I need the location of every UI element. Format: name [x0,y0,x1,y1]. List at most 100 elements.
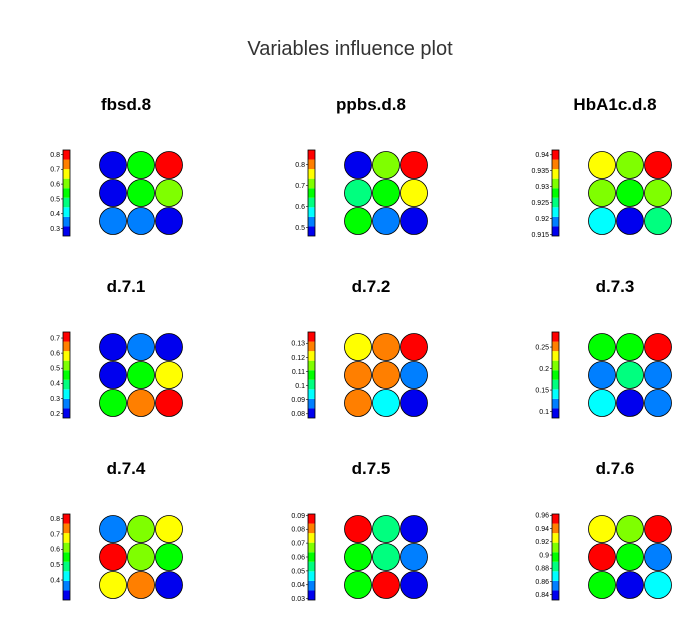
colorbar-segment [308,514,315,524]
colorbar-tick-label: 0.12 [291,355,305,362]
heat-cell [344,207,372,235]
colorbar-tick-label: 0.925 [531,200,549,207]
colorbar-tick-label: 0.86 [535,579,549,586]
colorbar-tick-label: 0.09 [291,397,305,404]
heat-cell [400,515,428,543]
colorbar-tick-label: 0.07 [291,541,305,548]
colorbar-segment [63,552,70,562]
heat-cell [644,571,672,599]
colorbar-tick-label: 0.06 [291,554,305,561]
colorbar-segment [552,561,559,572]
colorbar-segment [308,370,315,380]
colorbar-segment [308,408,315,418]
colorbar-tick-label: 0.2 [50,411,60,418]
heat-cell [616,389,644,417]
heat-cell [344,389,372,417]
colorbar-tick-label: 0.1 [295,383,305,390]
colorbar-segment [552,571,559,581]
colorbar-segment [552,332,559,342]
colorbar-frame [62,331,71,419]
colorbar-frame [551,149,560,237]
colorbar-segment [552,590,559,600]
panel-9: d.7.6 0.96 0.94 0.92 0.9 0.88 0.86 0.84 [535,459,672,601]
heat-cell [99,361,127,389]
colorbar-segment [552,150,559,160]
heat-cell [616,151,644,179]
colorbar-tick-label: 0.5 [50,366,60,373]
colorbar-tick-label: 0.11 [292,369,305,376]
colorbar-tick-label: 0.6 [50,547,60,554]
colorbar-tick-label: 0.7 [50,335,60,342]
colorbar-segment [308,332,315,342]
heat-cell [127,571,155,599]
panel-title: d.7.1 [107,277,146,296]
colorbar-tick-label: 0.09 [291,513,305,520]
colorbar-segment [552,216,559,227]
colorbar-segment [308,552,315,562]
colorbar-segment [63,188,70,198]
panel-title: d.7.2 [352,277,391,296]
colorbar-tick-label: 0.3 [50,396,60,403]
colorbar-segment [63,150,70,160]
heat-cell [155,333,183,361]
colorbar-segment [308,590,315,600]
heat-cell [400,389,428,417]
colorbar-segment [552,341,559,352]
panel-5: d.7.2 0.13 0.12 0.11 0.1 0.09 0.08 [291,277,428,419]
panel-title: d.7.6 [596,459,635,478]
colorbar-segment [63,408,70,418]
colorbar-segment [552,523,559,534]
heat-cell [616,543,644,571]
heat-cell [400,361,428,389]
colorbar-tick-label: 0.88 [535,566,549,573]
heat-cell [127,389,155,417]
panel-2: ppbs.d.8 0.8 0.7 0.6 0.5 [295,95,428,237]
colorbar-segment [63,561,70,572]
colorbar-segment [552,351,559,361]
chart-main-title: Variables influence plot [247,38,453,60]
colorbar-tick-label: 0.94 [535,152,549,159]
colorbar-segment [63,216,70,227]
heat-cell [155,361,183,389]
colorbar-tick-label: 0.08 [291,411,305,418]
colorbar-tick-label: 0.8 [50,516,60,523]
heat-cell [588,151,616,179]
heat-cell [400,543,428,571]
colorbar-frame [62,513,71,601]
heat-cell [644,179,672,207]
heat-cell [127,179,155,207]
panel-title: d.7.4 [107,459,146,478]
colorbar-tick-label: 0.94 [535,526,549,533]
colorbar-segment [63,341,70,352]
colorbar-segment [63,226,70,236]
panel-4: d.7.1 0.7 0.6 0.5 0.4 0.3 0.2 [50,277,183,419]
heat-cell [344,333,372,361]
colorbar-segment [63,580,70,591]
colorbar-segment [552,389,559,399]
heat-cell [588,333,616,361]
panel-6: d.7.3 0.25 0.2 0.15 0.1 [535,277,672,419]
colorbar-tick-label: 0.4 [50,211,60,218]
colorbar-tick-label: 0.84 [535,592,549,599]
colorbar-frame [551,331,560,419]
heat-cell [400,179,428,207]
colorbar-tick-label: 0.04 [291,582,305,589]
colorbar-frame [307,149,316,237]
heat-cell [99,571,127,599]
heat-cell [372,571,400,599]
heat-cell [344,151,372,179]
colorbar-segment [63,389,70,399]
colorbar-segment [552,542,559,553]
colorbar-tick-label: 0.6 [50,182,60,189]
colorbar-frame [62,149,71,237]
colorbar-segment [308,169,315,179]
colorbar-segment [63,523,70,534]
heat-cell [400,151,428,179]
colorbar-segment [308,398,315,409]
colorbar-segment [308,389,315,399]
colorbar-segment [308,580,315,591]
heat-cell [99,389,127,417]
heat-cell [99,543,127,571]
panel-7: d.7.4 0.8 0.7 0.6 0.5 0.4 [50,459,183,601]
colorbar-segment [308,523,315,534]
